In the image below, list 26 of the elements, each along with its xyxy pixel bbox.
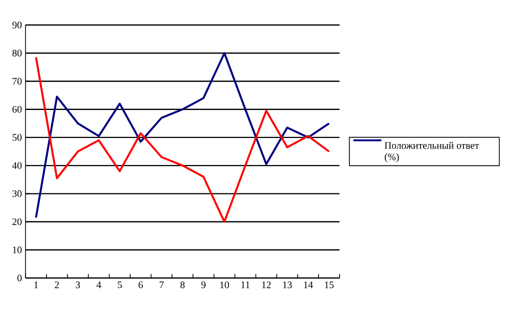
- x-tick-label: 9: [201, 282, 206, 288]
- x-tick-label: 2: [54, 282, 59, 288]
- x-tick-label: 3: [76, 282, 80, 288]
- y-tick-label: 90: [12, 22, 22, 28]
- x-tick-label: 1: [34, 282, 38, 288]
- x-tick-label: 14: [304, 282, 313, 288]
- y-tick-label: 30: [12, 190, 22, 198]
- x-tick-label: 4: [96, 282, 102, 288]
- x-tick-label: 5: [118, 282, 122, 288]
- y-tick-label: 10: [12, 246, 22, 254]
- x-tick-label: 13: [283, 282, 292, 288]
- x-tick-label: 15: [324, 282, 334, 288]
- y-tick-label: 60: [12, 106, 22, 113]
- y-tick-label: 50: [12, 134, 22, 141]
- x-tick-label: 8: [180, 282, 185, 288]
- y-tick-label: 40: [12, 162, 22, 169]
- x-tick-label: 12: [262, 282, 271, 288]
- x-tick-label: 7: [160, 282, 164, 288]
- y-tick-label: 0: [17, 274, 22, 282]
- y-tick-label: 70: [12, 78, 22, 85]
- y-tick-label: 20: [12, 218, 22, 226]
- x-tick-label: 11: [241, 282, 250, 288]
- y-tick-label: 80: [12, 50, 22, 56]
- x-tick-label: 10: [220, 282, 230, 288]
- x-tick-label: 6: [138, 282, 143, 288]
- text: Положительный ответ (%): [384, 142, 479, 162]
